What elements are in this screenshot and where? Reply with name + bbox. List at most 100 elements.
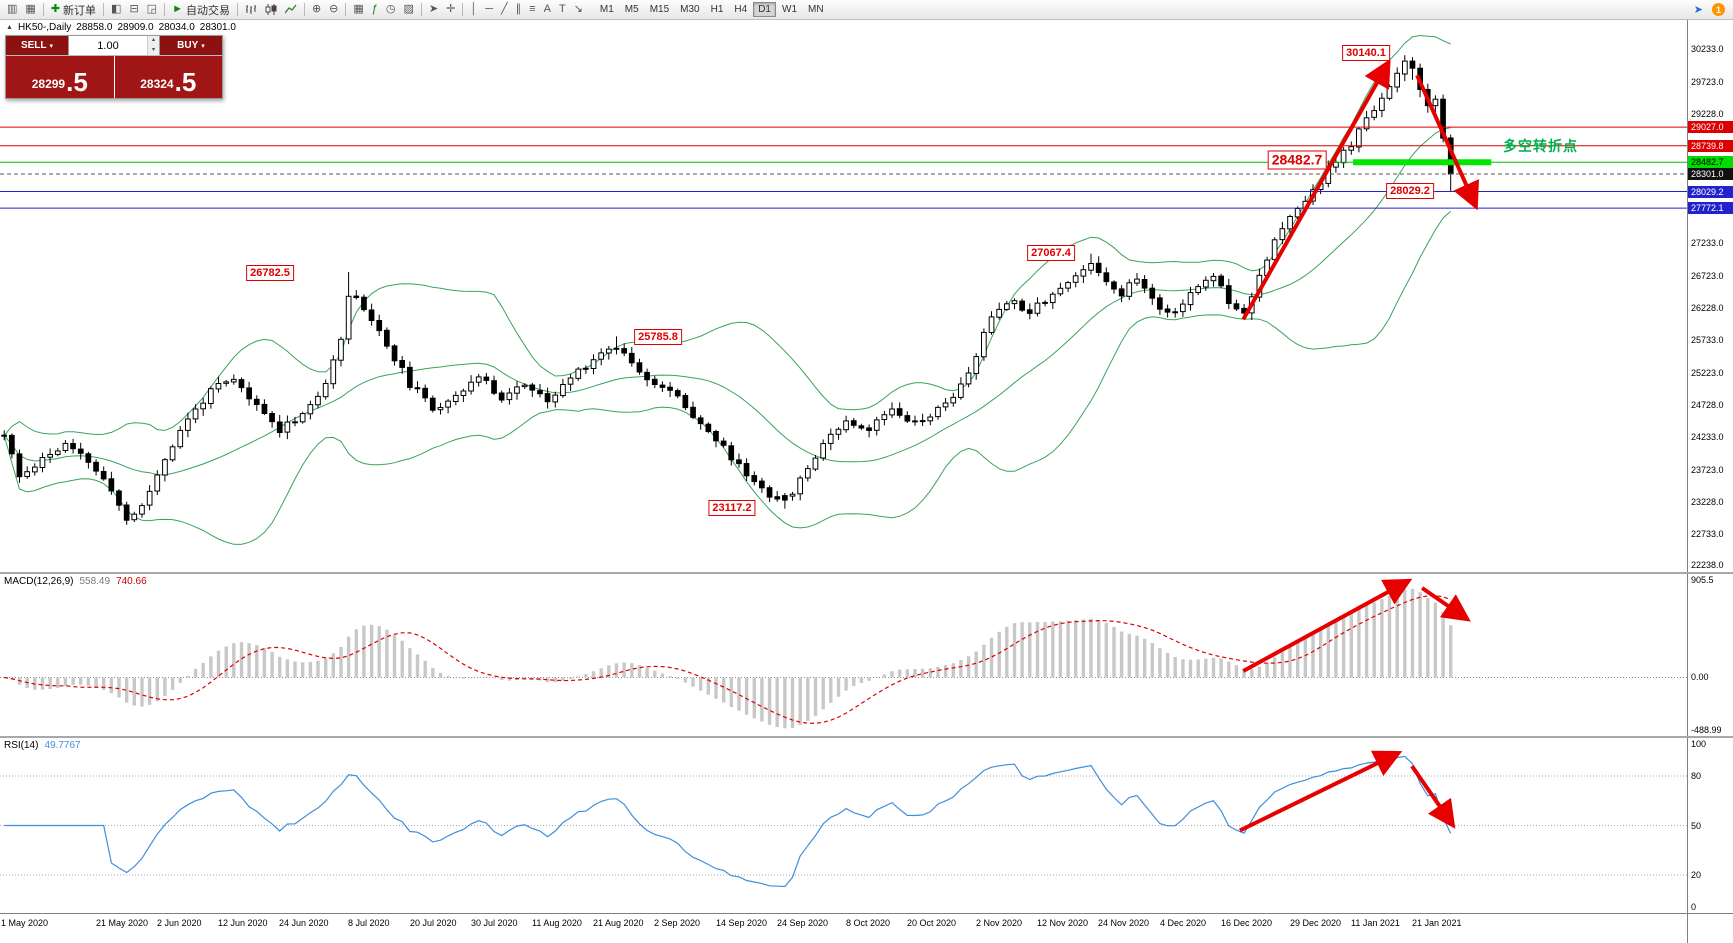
date-label: 30 Jul 2020 (471, 918, 518, 928)
tile-windows-icon[interactable]: ▦ (349, 1, 367, 19)
timeframe-w1[interactable]: W1 (782, 4, 797, 15)
autotrading-icon: ► (172, 3, 183, 15)
text-label-icon[interactable]: T (555, 1, 570, 19)
timeframe-m5[interactable]: M5 (624, 4, 639, 15)
price-tick: 29228.0 (1691, 109, 1724, 119)
chart-window: ▲ HK50-,Daily 28858.0 28909.0 28034.0 28… (0, 20, 1733, 943)
sell-button[interactable]: SELL ▾ (6, 36, 68, 55)
rsi-pane[interactable]: RSI(14) 49.7767 (0, 738, 1687, 913)
chart-price-label[interactable]: 28029.2 (1386, 183, 1434, 199)
chart-window-icon[interactable]: ▥ (3, 1, 21, 19)
toolbar-right: ➤ 1 (1690, 1, 1730, 19)
price-tag: 27772.1 (1688, 202, 1733, 214)
line-chart-icon[interactable] (281, 1, 301, 19)
horizontal-line-icon: ─ (485, 3, 494, 15)
terminal-icon[interactable]: ⊟ (125, 1, 142, 19)
date-label: 1 May 2020 (1, 918, 49, 928)
price-tick: 25733.0 (1691, 335, 1724, 345)
symbol-triangle-icon: ▲ (6, 24, 13, 31)
docking-pointer-icon[interactable]: ➤ (1693, 4, 1703, 16)
macd-pane[interactable]: MACD(12,26,9) 558.49 740.66 (0, 574, 1687, 736)
timeframe-m30[interactable]: M30 (680, 4, 700, 15)
sell-button-label: SELL (20, 40, 47, 51)
macd-tick: 0.00 (1691, 672, 1709, 682)
date-label: 24 Sep 2020 (777, 918, 829, 928)
macd-axis[interactable]: 905.5 0.00 -488.99 (1687, 574, 1733, 736)
rsi-axis[interactable]: 100 80 50 20 0 (1687, 738, 1733, 913)
date-label: 8 Oct 2020 (846, 918, 891, 928)
strategy-tester-icon[interactable]: ◲ (143, 1, 161, 19)
crosshair-icon[interactable]: ✛ (442, 1, 459, 19)
macd-tick: -488.99 (1691, 725, 1722, 735)
arrows-icon[interactable]: ↘ (570, 1, 587, 19)
autotrading-button-label: 自动交易 (185, 4, 230, 17)
timeframe-m1[interactable]: M1 (599, 4, 614, 15)
vertical-line-icon[interactable]: │ (466, 1, 481, 19)
trendline-icon[interactable]: ╱ (497, 1, 512, 19)
new-order-button[interactable]: ✚ 新订单 (47, 1, 100, 19)
timeframe-h4[interactable]: H4 (734, 4, 748, 15)
volume-increase-button[interactable]: ▴ (148, 36, 159, 46)
navigator-icon: ◧ (111, 3, 122, 15)
rsi-value: 49.7767 (44, 740, 81, 751)
equidistant-channel-icon[interactable]: ∥ (512, 1, 526, 19)
rsi-tick: 80 (1691, 771, 1702, 781)
buy-price-main: 28324 (140, 77, 174, 91)
text-icon: A (543, 3, 551, 15)
cursor-icon[interactable]: ➤ (425, 1, 442, 19)
rsi-label: RSI(14) 49.7767 (4, 740, 81, 751)
horizontal-line-icon[interactable]: ─ (481, 1, 497, 19)
volume-input[interactable] (69, 36, 147, 55)
turning-point-annotation[interactable]: 多空转折点 (1503, 138, 1578, 154)
date-axis[interactable]: 1 May 2020 21 May 2020 2 Jun 2020 12 Jun 20… (0, 914, 1687, 943)
strategy-tester-icon: ◲ (146, 3, 158, 15)
main-chart-pane[interactable]: ▲ HK50-,Daily 28858.0 28909.0 28034.0 28… (0, 20, 1687, 572)
price-tick: 22238.0 (1691, 560, 1724, 570)
timeframe-mn[interactable]: MN (808, 4, 824, 15)
chart-price-label[interactable]: 26782.5 (246, 265, 294, 281)
candles-chart-icon[interactable] (261, 1, 281, 19)
zoom-in-icon[interactable]: ⊕ (308, 1, 325, 19)
bars-chart-icon[interactable] (241, 1, 261, 19)
timeframe-h1[interactable]: H1 (710, 4, 724, 15)
notifications-badge[interactable]: 1 (1712, 3, 1725, 16)
equidistant-channel-icon: ∥ (515, 3, 522, 15)
fibonacci-icon[interactable]: ≡ (525, 1, 539, 19)
price-tag: 28482.7 (1688, 156, 1733, 168)
buy-button[interactable]: BUY ▾ (160, 36, 222, 55)
chart-price-label[interactable]: 23117.2 (708, 500, 756, 516)
price-tick: 24233.0 (1691, 432, 1724, 442)
periods-icon[interactable]: ◷ (382, 1, 400, 19)
chart-price-label[interactable]: 25785.8 (634, 329, 682, 345)
buy-price-button[interactable]: 28324.5 (114, 56, 222, 98)
volume-decrease-button[interactable]: ▾ (148, 45, 159, 55)
price-tick: 25223.0 (1691, 368, 1724, 378)
symbol-period: HK50-,Daily (17, 22, 72, 33)
zoom-out-icon[interactable]: ⊖ (325, 1, 342, 19)
autotrading-button[interactable]: ► 自动交易 (168, 1, 234, 19)
price-tag: 29027.0 (1688, 121, 1733, 133)
cursor-icon: ➤ (428, 3, 439, 15)
candlestick-chart (0, 34, 1687, 545)
bars-chart-icon (245, 4, 257, 15)
price-tick: 26228.0 (1691, 303, 1724, 313)
timeframe-d1[interactable]: D1 (753, 2, 776, 17)
macd-tick: 905.5 (1691, 575, 1714, 585)
text-icon[interactable]: A (540, 1, 555, 19)
chart-price-label[interactable]: 27067.4 (1027, 245, 1075, 261)
buy-price-pips: .5 (174, 67, 197, 97)
fibonacci-icon: ≡ (529, 3, 536, 15)
market-watch-icon[interactable]: ▦ (21, 1, 39, 19)
rsi-tick: 20 (1691, 870, 1702, 880)
crosshair-icon: ✛ (446, 3, 456, 15)
indicators-add-icon[interactable]: ƒ (368, 1, 382, 19)
templates-icon[interactable]: ▨ (400, 1, 418, 19)
main-price-axis[interactable]: 30233.0 29723.0 29228.0 27233.0 26723.0 26228… (1687, 20, 1733, 572)
sell-price-button[interactable]: 28299.5 (6, 56, 114, 98)
navigator-icon[interactable]: ◧ (107, 1, 125, 19)
chart-price-label[interactable]: 28482.7 (1267, 150, 1327, 170)
ohlc-low: 28034.0 (158, 22, 195, 33)
chart-price-label[interactable]: 30140.1 (1342, 45, 1390, 61)
timeframe-m15[interactable]: M15 (649, 4, 670, 15)
buy-button-label: BUY (177, 40, 199, 51)
